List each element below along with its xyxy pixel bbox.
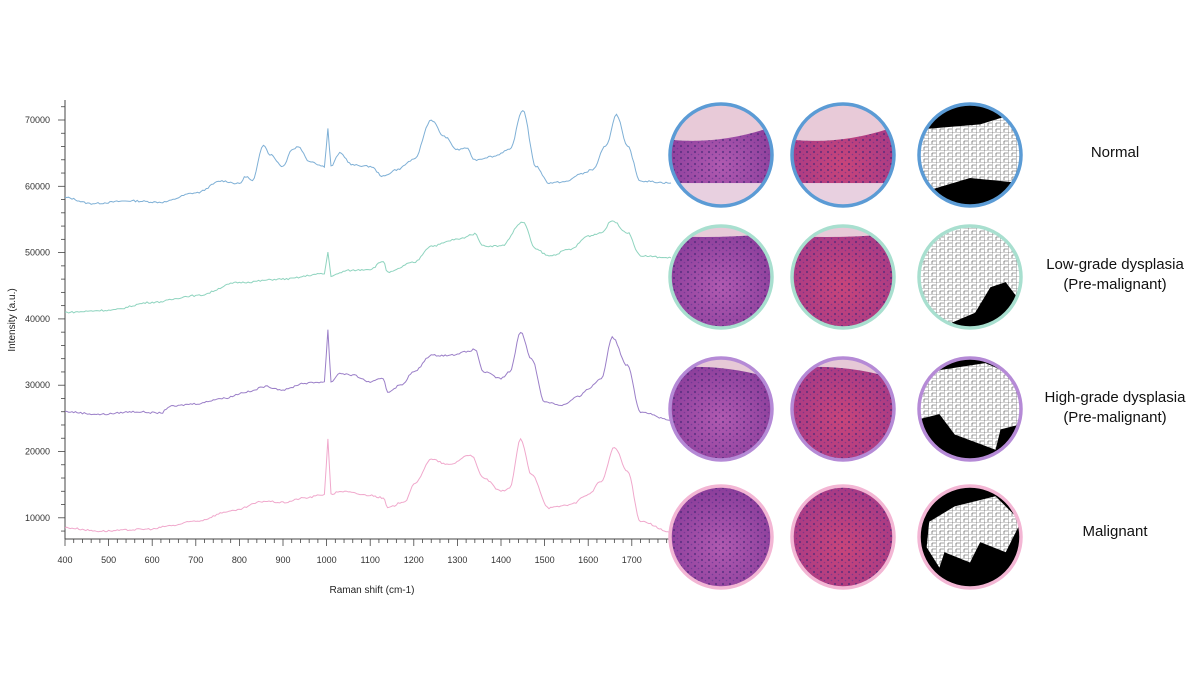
x-tick-label: 700 (188, 555, 203, 565)
x-tick-label: 1200 (404, 555, 424, 565)
segmentation-mask-image (917, 484, 1023, 590)
row-label-line: Low-grade dysplasia (1046, 256, 1184, 273)
he-stain-image (668, 484, 774, 590)
x-tick-label: 900 (275, 555, 290, 565)
spectrum-line-4 (64, 437, 672, 533)
y-tick-label: 20000 (25, 447, 50, 457)
image-content (919, 226, 1021, 328)
circle-border (917, 102, 1023, 208)
he-stain-image (668, 102, 774, 208)
circle-border (790, 356, 896, 462)
circle-border (668, 102, 774, 208)
he-stain-image (668, 356, 774, 462)
stain-normalized-image (790, 484, 896, 590)
image-content (919, 486, 1021, 588)
x-tick-label: 500 (101, 555, 116, 565)
row-label-line: (Pre-malignant) (1063, 276, 1167, 293)
nuclei-texture (792, 358, 894, 460)
circle-border (668, 224, 774, 330)
row-label-line: Normal (1090, 144, 1140, 161)
y-tick-label: 10000 (25, 513, 50, 523)
circle-border (790, 224, 896, 330)
segmented-cells (919, 111, 1021, 194)
y-tick-label: 70000 (25, 115, 50, 125)
row-label-line: Malignant (1082, 523, 1148, 540)
background-area (670, 104, 772, 141)
x-tick-label: 1700 (622, 555, 642, 565)
y-tick-label: 50000 (25, 248, 50, 258)
row-label: High-grade dysplasia (Pre-malignant) (1030, 388, 1200, 428)
circle-border (790, 484, 896, 590)
circle-border (917, 224, 1023, 330)
x-tick-label: 1000 (317, 555, 337, 565)
x-tick-label: 1600 (578, 555, 598, 565)
x-tick-label: 1500 (535, 555, 555, 565)
image-content (670, 358, 772, 460)
x-tick-label: 600 (145, 555, 160, 565)
segmented-cells (919, 363, 1021, 450)
y-tick-label: 30000 (25, 380, 50, 390)
nuclei-texture (670, 486, 772, 588)
y-tick-label: 40000 (25, 314, 50, 324)
segmentation-mask-image (917, 356, 1023, 462)
spectrum-line-3 (64, 329, 672, 421)
image-content (670, 104, 772, 206)
y-axis-title: Intensity (a.u.) (7, 288, 18, 351)
segmentation-mask-image (917, 224, 1023, 330)
nuclei-texture (792, 486, 894, 588)
background-area (792, 104, 894, 141)
circle-border (668, 484, 774, 590)
axes: 10000 20000 30000 40000 50000 60000 70000 400 50… (7, 100, 676, 596)
row-label-line: (Pre-malignant) (1063, 409, 1167, 426)
histology-images (668, 102, 1023, 590)
segmented-cells (926, 496, 1021, 568)
spectrum-line-2 (64, 220, 672, 314)
x-tick-label: 800 (232, 555, 247, 565)
stain-normalized-image (790, 102, 896, 208)
y-tick-label: 60000 (25, 181, 50, 191)
image-content (670, 226, 772, 328)
circle-border (917, 356, 1023, 462)
segmented-cells (919, 226, 1021, 328)
image-content (919, 358, 1021, 460)
nuclei-texture (792, 226, 894, 328)
image-content (670, 486, 772, 588)
x-tick-label: 400 (57, 555, 72, 565)
x-axis-title: Raman shift (cm-1) (329, 585, 414, 596)
nuclei-texture (670, 358, 772, 460)
series-group (64, 109, 672, 533)
x-tick-label: 1300 (447, 555, 467, 565)
circle-border (790, 102, 896, 208)
segmentation-mask-image (917, 102, 1023, 208)
image-content (792, 104, 894, 206)
row-label-line: High-grade dysplasia (1044, 389, 1186, 406)
row-label: Low-grade dysplasia (Pre-malignant) (1030, 255, 1200, 295)
row-label: Malignant (1030, 522, 1200, 542)
nuclei-texture (670, 226, 772, 328)
stain-normalized-image (790, 224, 896, 330)
image-content (919, 104, 1021, 206)
circle-border (668, 356, 774, 462)
x-tick-label: 1400 (491, 555, 511, 565)
stain-normalized-image (790, 356, 896, 462)
he-stain-image (668, 224, 774, 330)
circle-border (917, 484, 1023, 590)
row-label: Normal (1030, 143, 1200, 163)
spectrum-line-1 (64, 109, 672, 205)
x-tick-label: 1100 (361, 555, 380, 565)
image-content (792, 486, 894, 588)
